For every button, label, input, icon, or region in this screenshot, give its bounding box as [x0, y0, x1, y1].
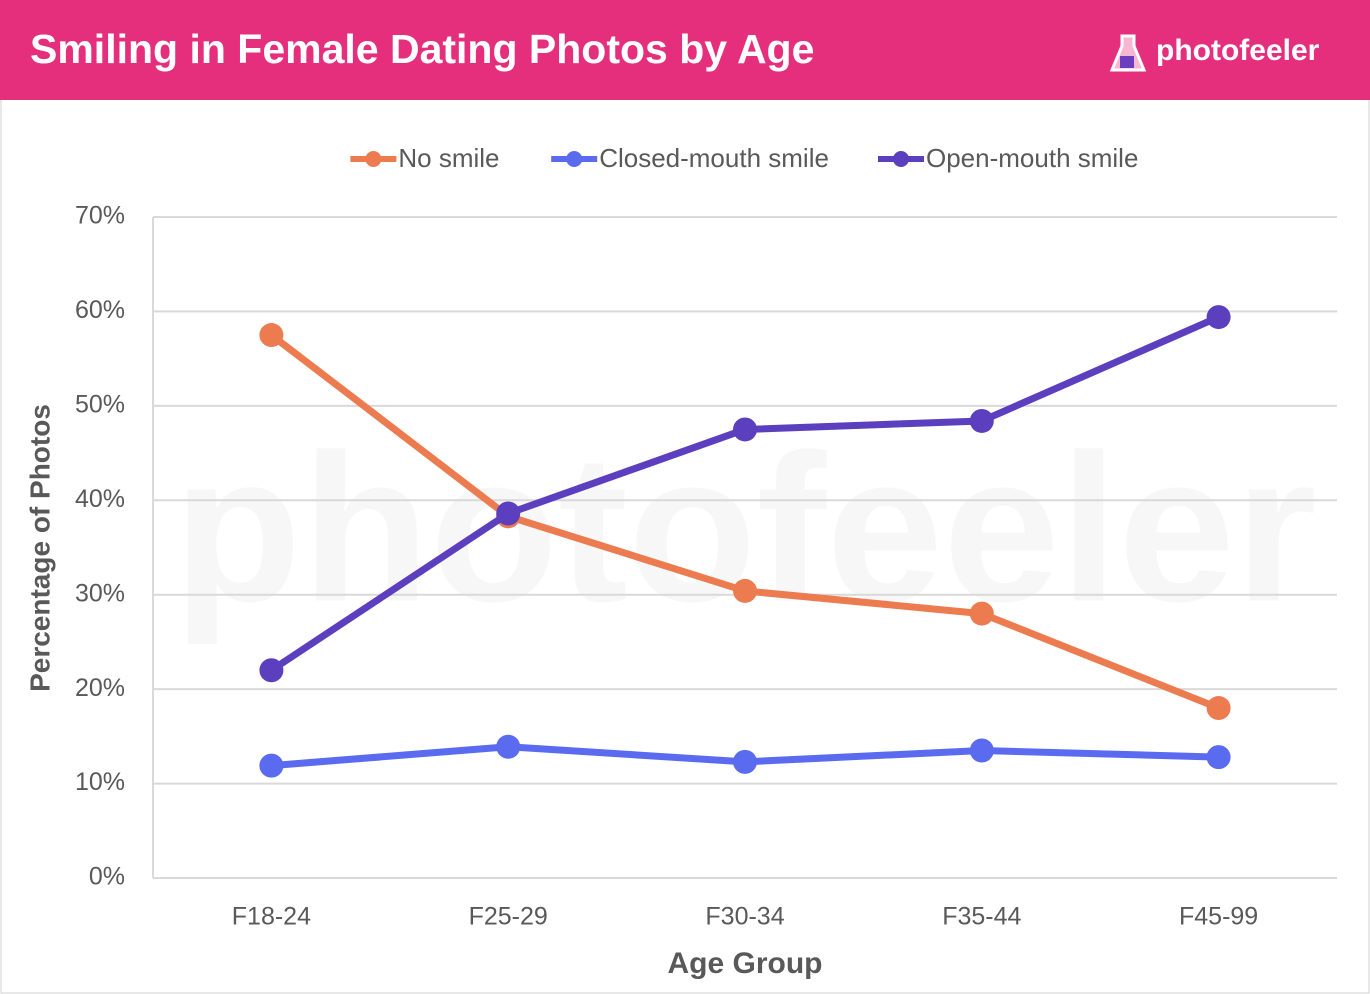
x-axis-label: Age Group	[668, 947, 823, 980]
legend-marker	[893, 151, 909, 167]
y-tick-label: 10%	[75, 768, 125, 796]
data-point	[733, 417, 757, 442]
brand-name: photofeeler	[1156, 34, 1320, 67]
x-tick-label: F35-44	[942, 903, 1021, 931]
y-tick-label: 40%	[75, 485, 125, 513]
y-tick-label: 30%	[75, 579, 125, 607]
y-tick-label: 70%	[75, 202, 125, 230]
legend-marker	[365, 151, 382, 167]
y-tick-label: 0%	[89, 863, 125, 891]
brand-logo	[1109, 34, 1147, 72]
x-tick-label: F18-24	[232, 903, 311, 931]
header-bar	[0, 0, 1370, 100]
logo-icon-fill	[1120, 56, 1134, 68]
data-point	[259, 753, 284, 778]
legend-label: Closed-mouth smile	[599, 143, 829, 173]
data-point	[496, 501, 521, 526]
data-point	[1206, 696, 1231, 721]
y-tick-label: 20%	[75, 674, 125, 702]
chart-title: Smiling in Female Dating Photos by Age	[30, 26, 814, 72]
legend-marker	[566, 151, 583, 167]
legend-label: Open-mouth smile	[926, 143, 1138, 173]
data-point	[733, 578, 757, 603]
watermark: photofeeler	[173, 410, 1316, 645]
data-point	[1206, 745, 1231, 770]
x-tick-label: F45-99	[1179, 903, 1258, 931]
y-axis-label: Percentage of Photos	[24, 404, 55, 692]
x-tick-label: F30-34	[705, 903, 784, 931]
data-point	[969, 408, 994, 433]
data-point	[496, 734, 521, 759]
y-tick-label: 50%	[75, 390, 125, 418]
data-point	[969, 601, 994, 626]
data-point	[1206, 305, 1231, 330]
legend-label: No smile	[398, 143, 499, 173]
y-tick-label: 60%	[75, 296, 125, 324]
data-point	[259, 658, 284, 683]
data-point	[259, 323, 284, 348]
data-point	[969, 738, 994, 763]
data-point	[733, 749, 757, 774]
x-tick-label: F25-29	[469, 903, 548, 931]
